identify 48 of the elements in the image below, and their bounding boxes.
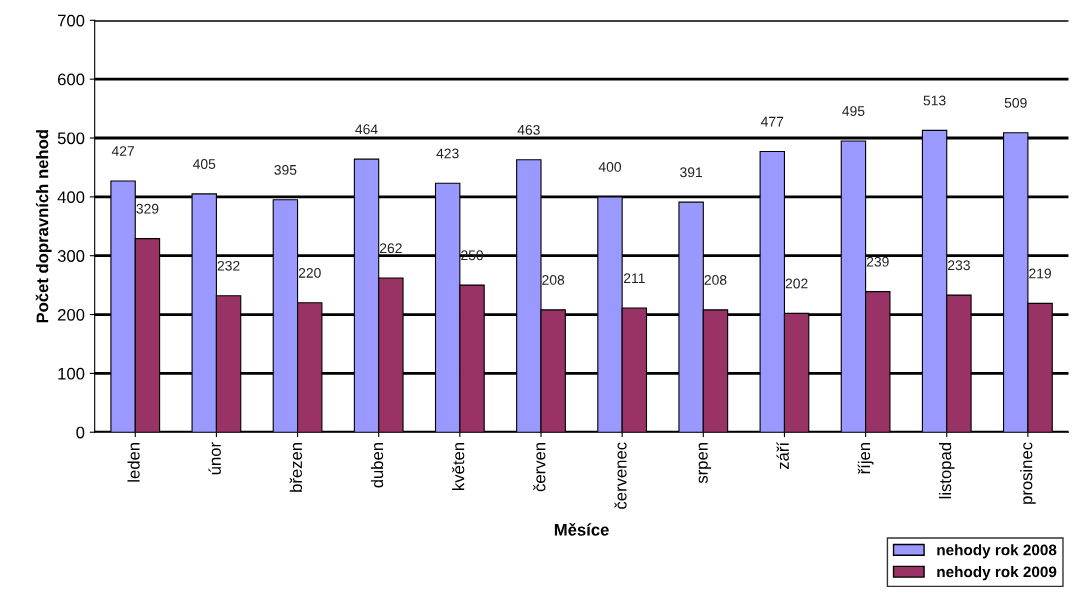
data-label: 208 xyxy=(704,275,727,285)
y-tick-label: 500 xyxy=(57,132,85,145)
x-tick-label: září xyxy=(776,442,789,470)
x-tick-label: březen xyxy=(289,443,303,492)
data-label: 427 xyxy=(111,146,134,156)
legend-label: nehody rok 2009 xyxy=(937,566,1057,581)
data-label: 250 xyxy=(461,250,484,261)
y-tick-label: 200 xyxy=(58,308,85,321)
data-label: 202 xyxy=(785,278,808,289)
data-label: 232 xyxy=(217,260,240,271)
data-label: 495 xyxy=(842,106,865,116)
data-label: 329 xyxy=(136,203,159,214)
data-label: 219 xyxy=(1029,268,1051,279)
x-axis-title: Měsíce xyxy=(554,523,609,536)
x-tick-label: červen xyxy=(533,443,546,492)
y-axis-title: Počet dopravních nehod xyxy=(35,130,52,323)
x-tick-label: duben xyxy=(370,443,384,488)
data-label: 391 xyxy=(680,167,703,178)
data-label: 395 xyxy=(274,164,297,175)
x-tick-label: říjen xyxy=(857,443,874,474)
data-label: 233 xyxy=(948,260,970,271)
y-tick-label: 100 xyxy=(58,367,85,380)
x-tick-label: prosinec xyxy=(1020,442,1036,504)
x-tick-label: srpen xyxy=(698,443,712,484)
data-label: 400 xyxy=(598,162,622,172)
y-tick-label: 0 xyxy=(76,426,85,439)
data-label: 513 xyxy=(923,95,946,106)
data-label: 464 xyxy=(355,124,378,135)
y-tick-label: 300 xyxy=(57,250,85,262)
x-tick-label: listopad xyxy=(938,443,955,499)
data-label: 211 xyxy=(623,273,645,283)
data-label: 239 xyxy=(866,256,889,267)
data-label: 405 xyxy=(192,159,216,169)
data-label: 208 xyxy=(542,275,565,285)
data-label: 423 xyxy=(436,148,459,159)
data-label: 220 xyxy=(298,267,321,278)
y-tick-label: 600 xyxy=(58,73,85,86)
data-label: 262 xyxy=(379,243,402,254)
x-tick-label: květen xyxy=(452,443,465,490)
x-tick-label: únor xyxy=(208,442,221,475)
x-tick-label: červenec xyxy=(614,442,627,509)
legend-label: nehody rok 2008 xyxy=(937,544,1057,559)
y-tick-label: 400 xyxy=(57,191,85,204)
y-tick-label: 700 xyxy=(58,14,85,27)
data-label: 477 xyxy=(761,116,784,127)
data-label: 463 xyxy=(517,124,540,135)
x-tick-label: leden xyxy=(127,443,140,482)
data-label: 509 xyxy=(1004,97,1027,108)
